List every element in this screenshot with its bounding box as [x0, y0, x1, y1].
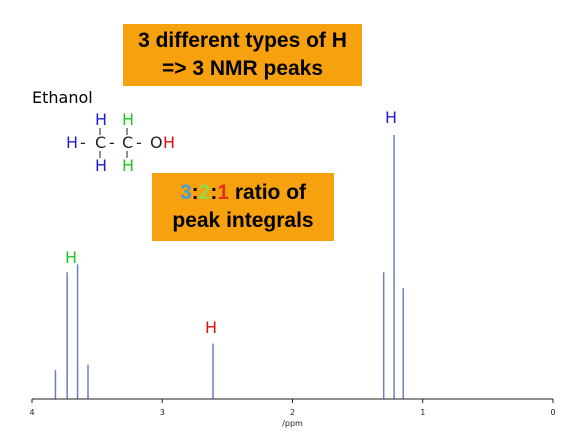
callout-line-1: 3 different types of H	[138, 29, 347, 52]
x-ticks: 4 3 2 1 0	[29, 399, 556, 417]
x-tick-label: 0	[550, 408, 555, 417]
peak-group	[54, 135, 404, 399]
molecule-name: Ethanol	[32, 88, 93, 107]
peak-label-oh: H	[205, 318, 218, 337]
bond-c-c: -	[109, 133, 115, 152]
bond-h-c: -	[80, 133, 86, 152]
x-tick-label: 4	[29, 408, 34, 417]
atom-o: O	[150, 133, 163, 152]
atom-c-left: C	[95, 133, 107, 152]
x-tick-label: 1	[420, 408, 425, 417]
atom-c-right: C	[122, 133, 134, 152]
callout-line-2: => 3 NMR peaks	[161, 57, 324, 80]
peak-label-ch2: H	[65, 248, 78, 267]
atom-h-left: H	[66, 133, 79, 152]
x-tick-label: 2	[290, 408, 295, 417]
ratio-text: ratio of	[229, 181, 307, 204]
x-tick-label: 3	[160, 408, 165, 417]
callout-ratio: 3:2:1 ratio of peak integrals	[152, 173, 334, 241]
atom-h-top-right: H	[122, 110, 135, 129]
ratio-2: 2	[198, 181, 211, 204]
callout-peak-count: 3 different types of H => 3 NMR peaks	[123, 24, 362, 86]
x-axis-label: /ppm	[282, 419, 303, 428]
peak-label-ch3: H	[385, 108, 398, 127]
ratio-line-1: 3:2:1 ratio of	[152, 179, 334, 207]
atom-h-bottom-right: H	[122, 156, 135, 175]
ratio-1: 1	[217, 181, 230, 204]
atom-h-top-left: H	[95, 110, 108, 129]
ratio-3: 3	[179, 181, 192, 204]
atom-h-hydroxyl: H	[163, 133, 176, 152]
ratio-separator-1: :	[191, 181, 199, 204]
ratio-separator-2: :	[210, 181, 218, 204]
atom-h-bottom-left: H	[95, 156, 108, 175]
ratio-line-2: peak integrals	[172, 209, 314, 232]
bond-c-o: -	[136, 133, 142, 152]
